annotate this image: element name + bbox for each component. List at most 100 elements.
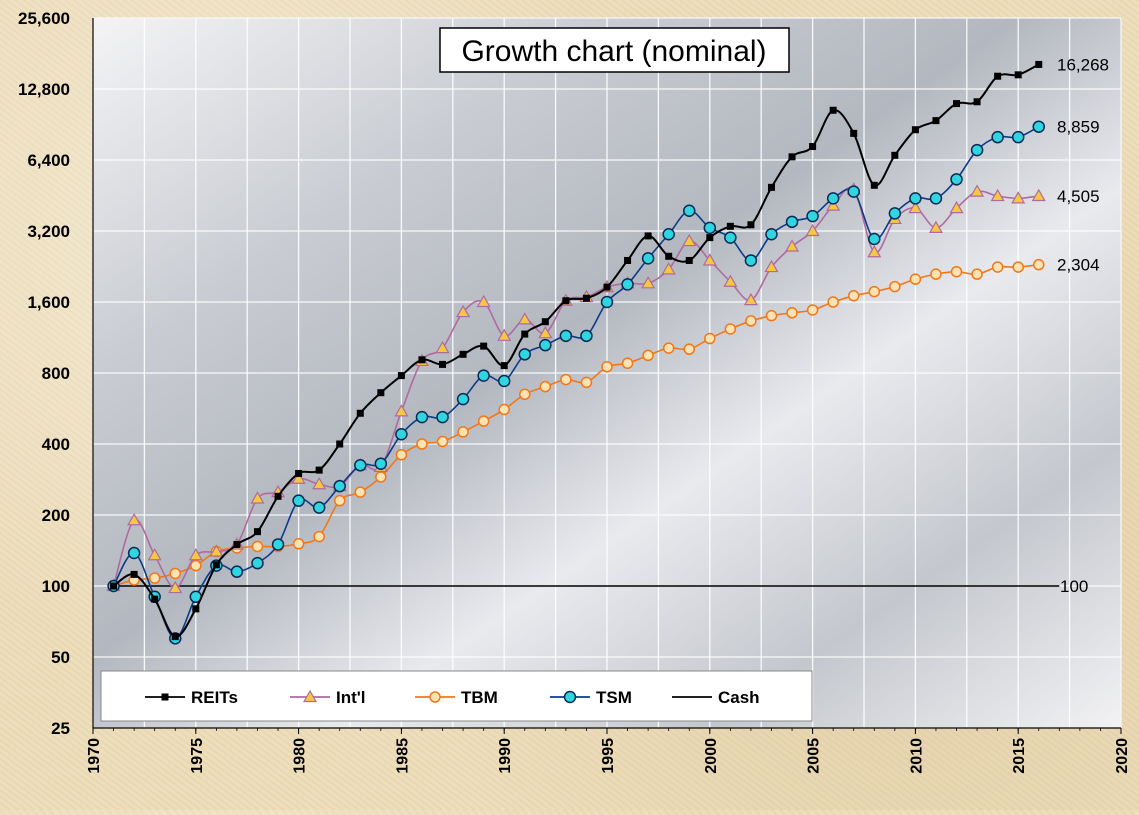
data-point [456,304,471,318]
data-point [928,220,943,233]
data-point [313,530,325,543]
y-tick-label: 800 [42,364,70,383]
data-point [1035,60,1043,68]
data-point [1011,130,1025,144]
legend-label: Cash [718,688,760,707]
data-point [356,409,364,417]
y-tick-label: 50 [51,648,70,667]
data-point [192,605,200,613]
data-point [168,580,183,594]
data-point [702,253,717,266]
x-tick-label: 2015 [1011,738,1028,774]
data-point [724,231,737,244]
chart-title-box: Growth chart (nominal) [439,27,790,73]
data-point [480,342,488,350]
data-point [970,143,984,157]
data-point [973,98,981,106]
data-point [251,556,264,570]
x-tick-label: 2020 [1114,738,1131,774]
data-point [538,325,553,339]
data-point [435,340,450,354]
data-point [788,153,796,161]
data-point [829,106,837,114]
data-point [562,297,570,305]
data-point [765,309,778,322]
data-point [354,486,367,498]
data-point [994,72,1002,80]
data-point [603,283,611,291]
data-point [806,304,819,316]
data-point [315,466,323,474]
legend-swatch-marker [302,689,318,703]
data-point [130,570,138,578]
data-point [519,388,531,401]
data-point [847,185,860,198]
data-point [539,338,552,352]
y-tick-label: 6,400 [27,151,70,170]
y-tick-label: 200 [42,506,70,525]
data-point [582,294,590,302]
x-tick-label: 2000 [703,738,720,774]
series-line [112,63,1040,638]
data-point [805,223,820,237]
end-labels: 100 2,304 4,505 8,859 16,268 [1057,55,1109,596]
data-point [477,415,490,427]
data-point [826,198,841,211]
data-point [541,318,549,326]
data-point [333,479,346,493]
data-point [1031,188,1046,202]
data-point [456,392,470,406]
legend-label: TSM [596,688,632,707]
data-point [891,151,899,159]
data-point [665,252,673,260]
legend-item-tbm: TBM [415,688,498,707]
data-point [436,435,449,448]
series-line [112,186,1039,589]
data-point [271,538,285,551]
legend-item-cash: Cash [672,688,760,707]
data-point [312,477,327,490]
data-point [250,491,265,504]
data-point [624,256,632,264]
data-point [683,343,695,355]
data-point [764,259,779,273]
x-tick-label: 1970 [86,738,103,774]
data-point [662,342,675,354]
data-point [397,372,405,380]
data-point [375,471,387,483]
y-tick-label: 1,600 [27,293,70,312]
y-tick-label: 3,200 [27,222,70,241]
end-label-tsm: 8,859 [1057,118,1100,137]
data-point [459,350,467,358]
data-point [971,268,983,280]
x-tick-label: 1980 [292,738,309,774]
legend-item-intl: Int'l [290,688,366,707]
data-point [477,369,490,382]
legend-label: REITs [191,688,238,707]
series-line [113,263,1039,587]
data-point [744,254,758,267]
data-point [641,276,656,289]
legend-swatch-marker [161,693,169,701]
data-point [395,427,408,441]
data-point [1012,261,1024,273]
data-point [212,561,220,569]
data-point [991,130,1004,144]
data-point [374,457,388,470]
data-point [641,252,655,265]
x-tick-label: 1995 [600,738,617,774]
data-point [377,389,385,397]
data-point [726,222,734,230]
data-point [930,268,942,280]
data-point [439,360,447,368]
x-tick-label: 1985 [394,738,411,774]
legend: REITs Int'l TBM TSM Cash [100,670,813,722]
data-point [950,265,963,278]
data-point [745,315,757,327]
data-point [253,528,261,536]
data-point [706,234,714,242]
data-point [970,184,985,197]
data-point [600,295,614,309]
